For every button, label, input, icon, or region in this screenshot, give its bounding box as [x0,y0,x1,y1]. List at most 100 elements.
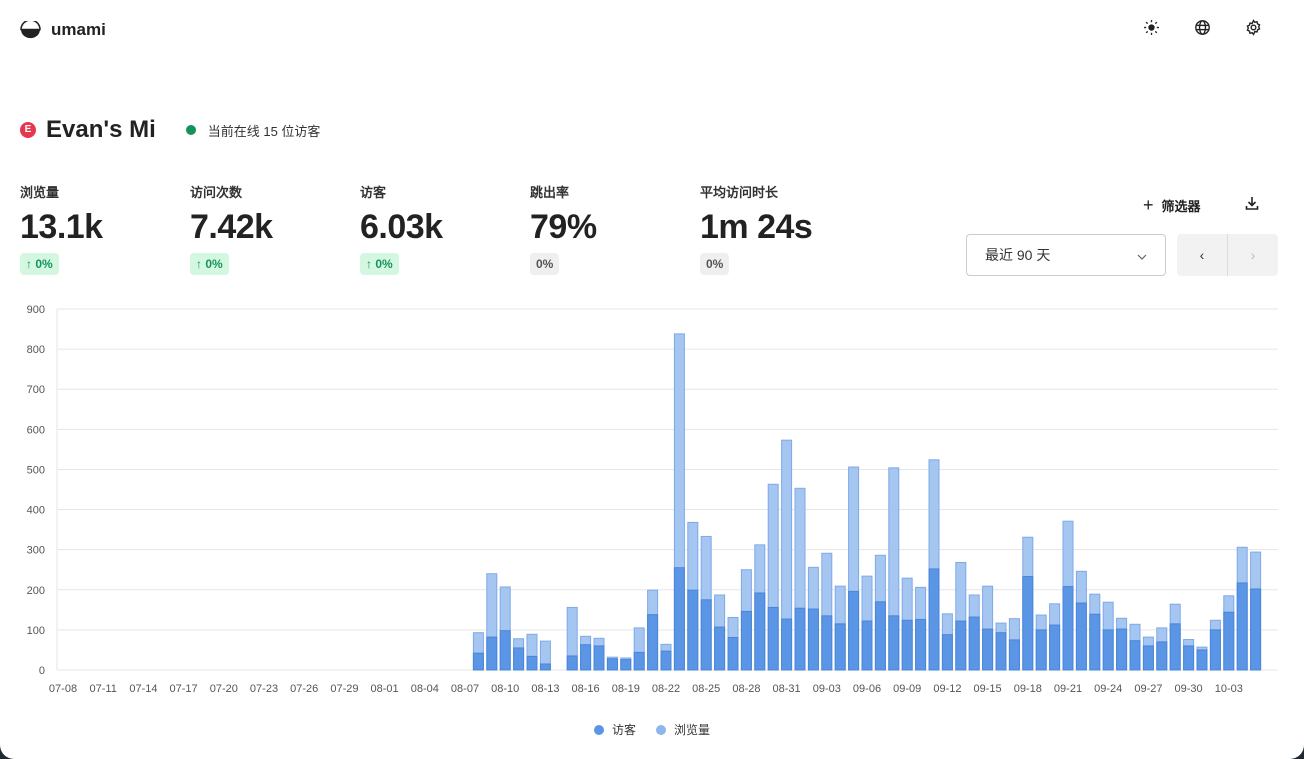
metric-visit-duration: 平均访问时长 1m 24s 0% [700,182,870,275]
visitors-bar [821,615,833,671]
site-favicon: E [20,122,36,138]
visitors-bar [874,601,886,671]
app-name: umami [51,20,106,39]
visitors-bar [955,620,967,671]
visitors-bar [687,589,699,671]
visitors-bar [486,636,498,671]
visitors-bar [714,626,726,671]
visitors-bar [781,618,793,671]
x-tick-label: 07-23 [250,683,278,695]
plus-icon: + [1143,195,1154,215]
online-visitors[interactable]: 当前在线 15 位访客 [207,123,321,139]
metric-value: 79% [530,208,597,246]
metric-change: 0% [700,253,730,275]
y-tick-label: 800 [27,344,45,356]
umami-logo-icon [20,20,41,38]
visitors-bar [499,630,511,671]
visitors-bar [1209,629,1221,671]
x-tick-label: 09-24 [1094,683,1122,695]
next-period-button[interactable]: › [1250,247,1256,263]
metric-label: 跳出率 [530,185,570,200]
x-tick-label: 08-28 [732,683,760,695]
metric-bounce-rate: 跳出率 79% 0% [530,182,700,275]
visitors-bar [647,614,659,671]
download-icon[interactable] [1244,195,1260,211]
site-name: Evan's Mi [46,116,156,143]
chart-legend: 访客 浏览量 [0,721,1304,738]
y-tick-label: 900 [27,304,45,316]
previous-period-button[interactable]: ‹ [1177,234,1228,276]
pageviews-chart: 0 100 200 300 400 500 600 700 800 900 07-08 07-11 07… [27,304,1278,695]
legend-item-visitors[interactable]: 访客 [593,721,636,738]
x-tick-label: 07-17 [170,683,198,695]
legend-item-pageviews[interactable]: 浏览量 [656,721,710,738]
metric-value: 13.1k [20,208,103,246]
x-tick-label: 08-19 [612,683,640,695]
x-tick-label: 09-09 [893,683,921,695]
legend-label: 访客 [611,723,636,737]
visitors-bar [888,615,900,671]
y-tick-label: 300 [27,545,45,557]
x-tick-label: 08-01 [371,683,399,695]
metric-label: 浏览量 [20,185,60,200]
visitors-bar [1129,640,1141,671]
metric-label: 访问次数 [190,185,243,200]
visitors-bar [1075,602,1087,671]
visitors-bar [941,634,953,671]
visitors-bar [861,620,873,671]
x-tick-label: 07-20 [210,683,238,695]
visitors-bar [1062,586,1074,671]
visitors-bar [700,599,712,671]
visitors-bar [1223,611,1235,671]
date-range-select[interactable]: 最近 90 天 [966,234,1166,276]
x-tick-label: 07-08 [49,683,77,695]
visitors-bar [982,628,994,671]
visitors-bar [1102,629,1114,671]
visitors-bar [1156,641,1168,671]
x-tick-label: 08-31 [773,683,801,695]
visitors-bar [1169,623,1181,671]
app-logo[interactable]: umami [20,20,106,40]
metrics-bar: 浏览量 13.1k ↑ 0% 访问次数 7.42k ↑ 0% 访客 6.03k … [20,182,870,275]
visitors-bar [1008,639,1020,671]
y-tick-label: 200 [27,585,45,597]
website-header: E Evan's Mi 当前在线 15 位访客 [20,116,320,144]
metric-value: 6.03k [360,208,443,246]
visitors-bar [754,592,766,671]
add-filter-button[interactable]: + 筛选器 [1143,195,1201,216]
x-tick-label: 09-15 [974,683,1002,695]
sun-icon[interactable] [1143,19,1160,36]
metric-visitors: 访客 6.03k ↑ 0% [360,182,530,275]
visitors-bar [915,618,927,671]
x-tick-label: 09-12 [933,683,961,695]
x-tick-label: 07-14 [129,683,157,695]
gear-icon[interactable] [1245,19,1262,36]
x-tick-label: 08-16 [572,683,600,695]
visitors-bar [1089,613,1101,671]
visitors-bar [995,632,1007,671]
x-tick-label: 07-11 [90,683,117,695]
x-tick-label: 09-30 [1175,683,1203,695]
y-tick-label: 100 [27,625,45,637]
visitors-bar [807,608,819,671]
visitors-bar [1250,588,1262,671]
x-tick-label: 07-29 [330,683,358,695]
visitors-bar [472,652,484,671]
metric-label: 平均访问时长 [700,185,779,200]
globe-icon[interactable] [1194,19,1211,36]
x-tick-label: 10-03 [1215,683,1243,695]
x-tick-label: 08-25 [692,683,720,695]
x-tick-label: 09-21 [1054,683,1082,695]
online-indicator [185,125,196,135]
y-tick-label: 0 [39,665,45,677]
y-tick-label: 500 [27,464,45,476]
visitors-bar [928,568,940,671]
metric-change: ↑ 0% [20,253,59,275]
metric-change: 0% [530,253,560,275]
visitors-bar [633,651,645,671]
x-tick-label: 08-22 [652,683,680,695]
date-navigation: ‹ › [1177,234,1278,276]
visitors-bar [1035,629,1047,671]
visitors-bar [767,606,779,671]
visitors-bar [1022,576,1034,671]
